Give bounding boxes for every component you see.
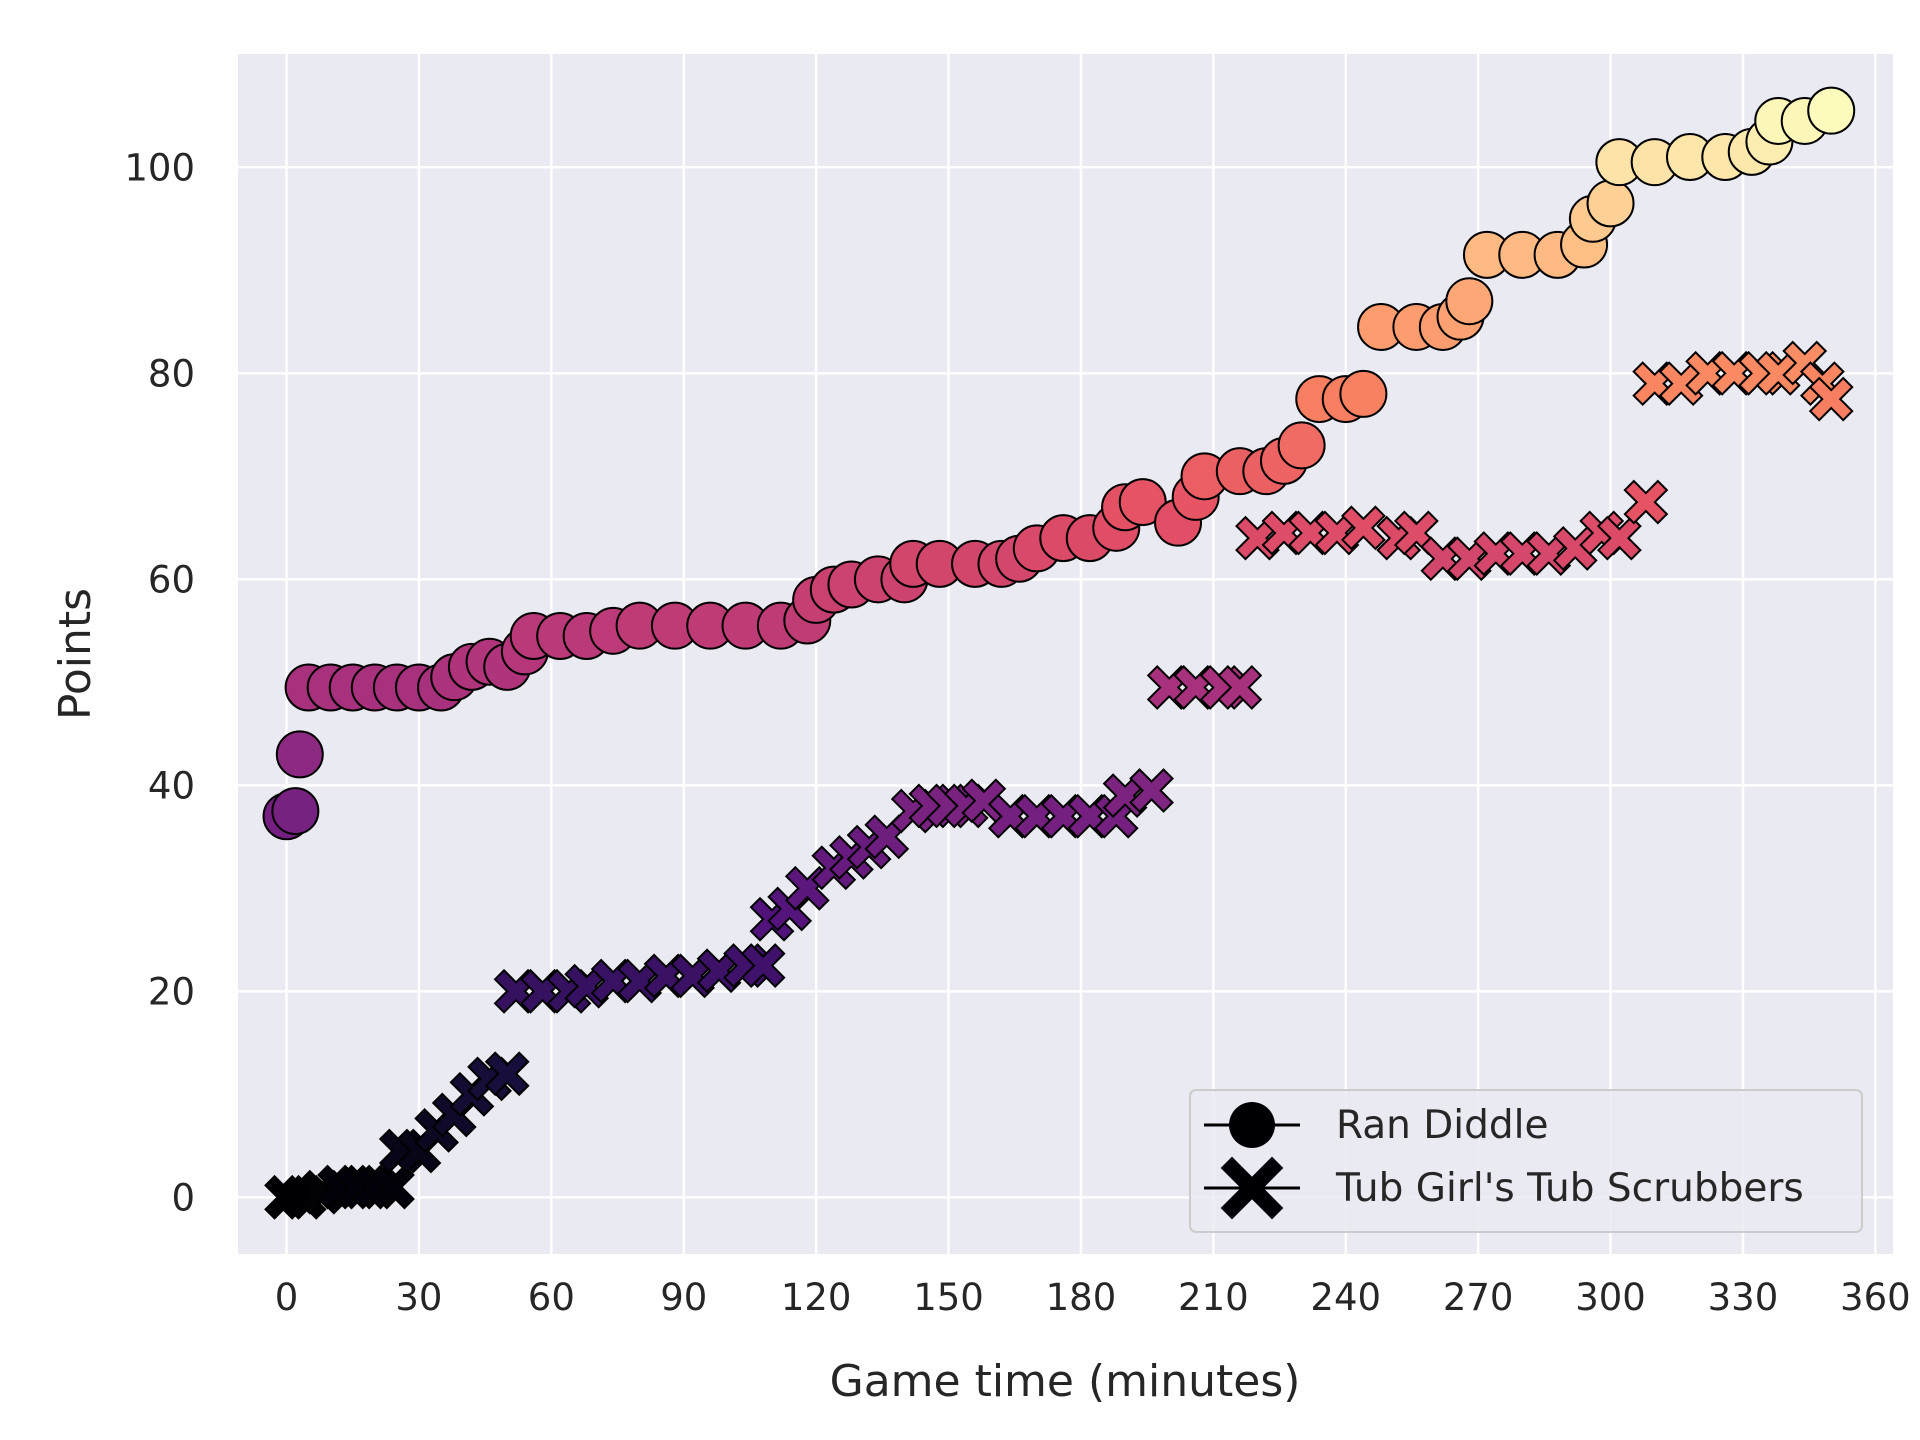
tub-scrubbers-point [1217, 665, 1263, 710]
legend-entry-ran-diddle: Ran Diddle [1204, 1102, 1548, 1148]
tub-scrubbers-point [1552, 526, 1598, 571]
ran-diddle-point [1277, 421, 1326, 470]
x-tick-label: 180 [1046, 1276, 1117, 1319]
x-tick-label: 30 [395, 1276, 442, 1319]
ran-diddle-point [1586, 179, 1635, 228]
legend-x-marker-icon [1220, 1156, 1284, 1220]
x-tick-label: 120 [781, 1276, 852, 1319]
tub-scrubbers-point [1340, 505, 1386, 551]
tub-scrubbers-point [740, 943, 786, 989]
tub-scrubbers-point [1755, 350, 1801, 396]
tub-scrubbers-point [1596, 515, 1642, 561]
y-tick-label: 0 [171, 1176, 195, 1219]
tub-scrubbers-point [484, 1051, 530, 1097]
y-tick-label: 100 [124, 146, 195, 189]
legend-entry-tub-scrubbers: Tub Girl's Tub Scrubbers [1204, 1156, 1804, 1220]
x-tick-label: 240 [1310, 1276, 1381, 1319]
legend-box [1189, 1089, 1863, 1233]
x-axis-label: Game time (minutes) [830, 1356, 1301, 1407]
x-tick-label: 330 [1708, 1276, 1779, 1319]
y-tick-label: 20 [148, 970, 195, 1013]
ran-diddle-point [1807, 86, 1856, 135]
x-tick-label: 0 [275, 1276, 299, 1319]
tub-scrubbers-point [1129, 768, 1174, 813]
legend-label-ran-diddle: Ran Diddle [1336, 1103, 1548, 1148]
y-axis-label: Points [50, 588, 101, 720]
y-tick-label: 60 [148, 558, 195, 601]
x-tick-labels: 0 30 60 90 120 150 180 210 240 270 300 330 360 [275, 1276, 1911, 1319]
tub-scrubbers-point [1623, 479, 1669, 525]
ran-diddle-point [271, 787, 320, 836]
y-tick-labels: 0 20 40 60 80 100 [124, 146, 195, 1219]
ran-diddle-point [275, 730, 324, 779]
x-tick-label: 270 [1443, 1276, 1514, 1319]
y-tick-label: 40 [148, 764, 195, 807]
x-tick-label: 360 [1840, 1276, 1911, 1319]
x-tick-label: 60 [528, 1276, 575, 1319]
ran-diddle-point [1445, 277, 1494, 326]
legend-circle-marker-icon [1229, 1102, 1275, 1148]
x-tick-label: 90 [660, 1276, 707, 1319]
legend: Ran Diddle Tub Girl's Tub Scrubbers [1189, 1089, 1863, 1233]
ran-diddle-point [1339, 369, 1388, 418]
x-tick-label: 210 [1178, 1276, 1249, 1319]
tub-scrubbers-point [1658, 361, 1704, 407]
tub-scrubbers-point [1808, 376, 1854, 422]
legend-label-tub-scrubbers: Tub Girl's Tub Scrubbers [1335, 1166, 1804, 1211]
x-tick-label: 150 [913, 1276, 984, 1319]
y-tick-label: 80 [148, 352, 195, 395]
x-tick-label: 300 [1575, 1276, 1646, 1319]
data-points [262, 86, 1856, 1220]
tub-scrubbers-point [370, 1164, 415, 1210]
